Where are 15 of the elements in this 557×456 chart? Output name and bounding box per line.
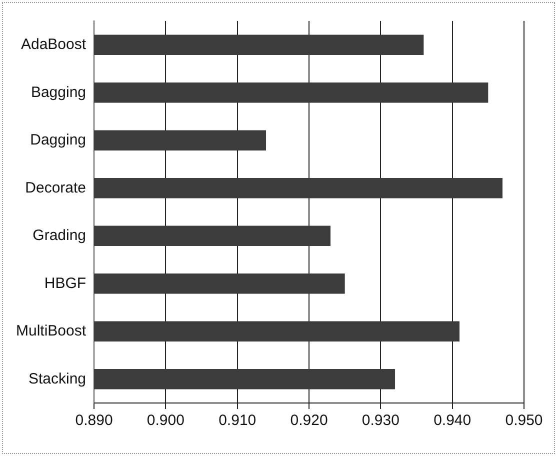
y-tick-label: Dagging [30,132,86,149]
y-tick-label: Bagging [30,84,86,101]
x-tick-label: 0.910 [218,412,256,430]
y-tick-label: Stacking [28,370,86,388]
x-tick-label: 0.900 [146,412,184,430]
y-tick-label: Decorate [25,179,86,196]
x-tick-label: 0.950 [505,412,543,430]
y-tick-label: MultiBoost [16,322,87,340]
x-tick-label: 0.920 [290,412,328,430]
y-tick-label: AdaBoost [20,36,87,54]
x-tick-label: 0.940 [434,412,472,430]
x-tick-label: 0.930 [362,412,400,430]
y-tick-label: Grading [32,227,86,244]
x-tick-label: 0.890 [75,412,113,430]
y-tick-label: HBGF [44,274,86,292]
